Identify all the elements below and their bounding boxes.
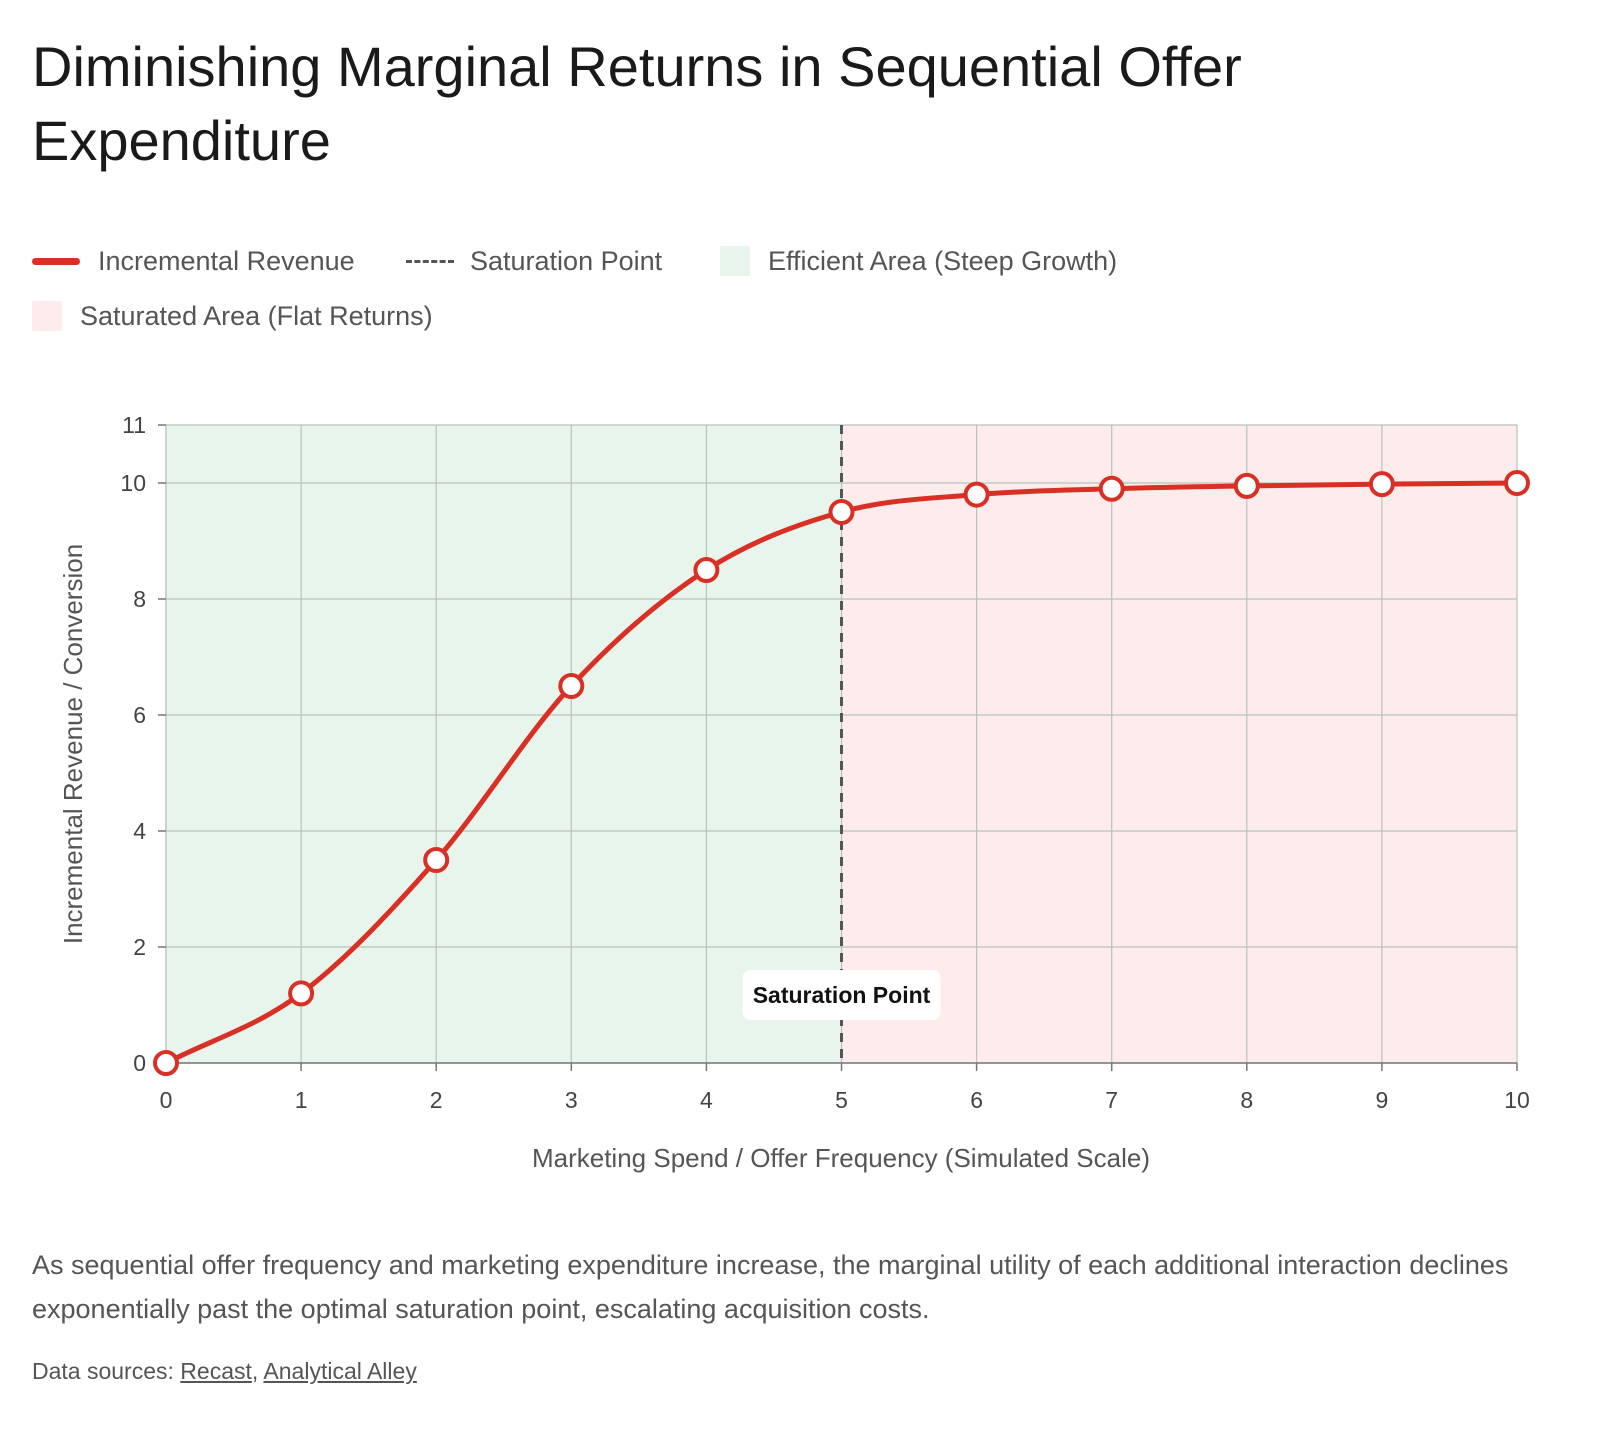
chart-description: As sequential offer frequency and market… [32, 1250, 1509, 1324]
data-point [1098, 475, 1125, 502]
x-axis-label: Marketing Spend / Offer Frequency (Simul… [532, 1143, 1150, 1173]
y-tick-label: 11 [122, 412, 146, 438]
data-point [288, 980, 315, 1007]
x-tick-label: 0 [160, 1087, 173, 1113]
x-tick-label: 3 [565, 1087, 578, 1113]
data-point [828, 499, 855, 525]
x-tick-label: 6 [970, 1087, 983, 1113]
x-tick-label: 7 [1105, 1087, 1118, 1113]
x-tick-label: 2 [430, 1087, 443, 1113]
source-link-recast[interactable]: Recast [180, 1358, 252, 1384]
chart-title: Diminishing Marginal Returns in Sequenti… [32, 35, 1242, 172]
data-point [1504, 470, 1530, 496]
data-point [1233, 472, 1260, 499]
chart-series [153, 470, 1530, 1076]
data-point [558, 673, 585, 699]
efficient-area-region [166, 425, 842, 1063]
tick-labels: 0 1 2 3 4 5 6 7 8 9 10 0 2 4 6 8 10 11 [120, 412, 1529, 1113]
y-tick-label: 8 [133, 586, 146, 612]
saturated-area-region [841, 425, 1517, 1063]
y-tick-label: 0 [133, 1050, 146, 1076]
source-link-analytical-alley[interactable]: Analytical Alley [263, 1358, 417, 1384]
legend-item-incremental-revenue[interactable]: Incremental Revenue [32, 236, 355, 286]
annotation-box [742, 970, 941, 1020]
x-tick-label: 9 [1376, 1087, 1389, 1113]
sources-prefix: Data sources: [32, 1358, 174, 1384]
x-tick-label: 1 [295, 1087, 308, 1113]
annotation-label: Saturation Point [753, 982, 931, 1008]
legend-label: Saturation Point [470, 245, 663, 276]
y-tick-label: 2 [133, 934, 146, 960]
legend-label: Efficient Area (Steep Growth) [768, 245, 1118, 276]
data-point [153, 1050, 179, 1076]
data-point [963, 481, 990, 508]
legend-green-swatch [720, 246, 750, 276]
legend-line-swatch [32, 257, 80, 265]
legend-item-saturation-point[interactable]: Saturation Point [406, 236, 662, 286]
x-tick-label: 5 [835, 1087, 848, 1113]
legend-label: Saturated Area (Flat Returns) [80, 300, 433, 331]
x-tick-label: 8 [1240, 1087, 1253, 1113]
y-tick-label: 6 [133, 702, 146, 728]
x-tick-label: 10 [1504, 1087, 1530, 1113]
y-tick-label: 10 [120, 470, 146, 496]
legend-item-efficient-area[interactable]: Efficient Area (Steep Growth) [720, 236, 1117, 286]
legend-label: Incremental Revenue [98, 245, 355, 276]
series-line-incremental-revenue [163, 480, 1520, 1066]
y-axis-label: Incremental Revenue / Conversion [58, 544, 88, 944]
legend-pink-swatch [32, 301, 62, 331]
data-sources: Data sources: Recast, Analytical Alley [32, 1358, 417, 1384]
y-tick-label: 4 [133, 818, 146, 844]
legend-dash-swatch [406, 259, 454, 263]
annotation-group: Saturation Point [742, 970, 941, 1020]
chart-regions [166, 425, 1517, 1063]
x-tick-label: 4 [700, 1087, 713, 1113]
legend-item-saturated-area[interactable]: Saturated Area (Flat Returns) [32, 291, 433, 341]
data-point [423, 847, 450, 873]
data-point [1368, 471, 1395, 498]
line-chart: Saturation Point 0 1 2 3 4 5 6 7 8 9 10 0 2 4 6 8 10 11 M… [58, 412, 1530, 1173]
data-point [693, 557, 720, 583]
